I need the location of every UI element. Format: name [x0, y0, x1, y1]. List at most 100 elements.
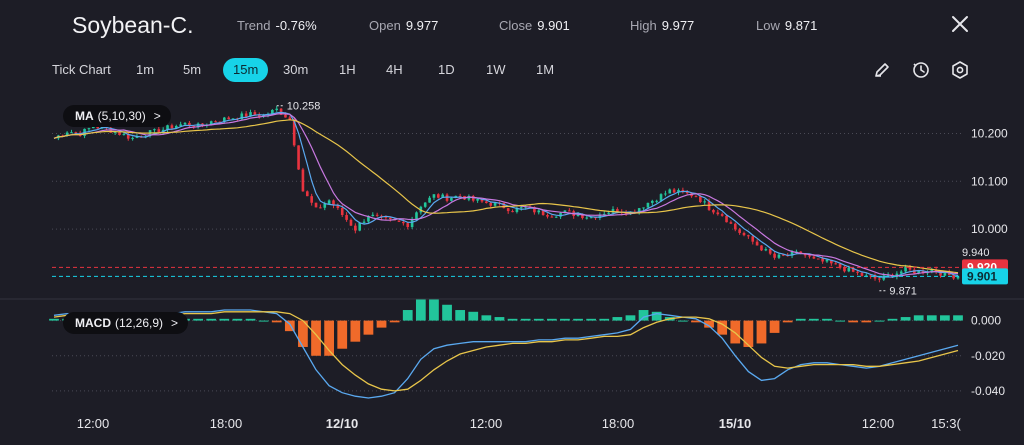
candle-body: [873, 276, 877, 279]
candle-body: [576, 214, 580, 216]
candle-body: [489, 202, 493, 206]
candle-body: [843, 267, 846, 272]
macd-indicator-pill[interactable]: MACD (12,26,9) >: [63, 312, 189, 334]
timeframe-1w[interactable]: 1W: [486, 62, 506, 77]
candle-body: [314, 202, 318, 208]
candle-body: [458, 195, 462, 197]
candle-body: [511, 211, 514, 213]
candle-body: [257, 114, 261, 117]
candle-body: [616, 209, 619, 213]
timeframe-1m[interactable]: 1m: [136, 62, 155, 77]
candle-body: [349, 219, 353, 226]
low-stat: Low 9.871: [756, 18, 817, 33]
candle-body: [297, 145, 300, 170]
candle-body: [157, 129, 161, 134]
timeframe-tick-chart[interactable]: Tick Chart: [52, 62, 111, 77]
candle-body: [825, 259, 829, 262]
candle-body: [367, 216, 370, 222]
candle-body: [91, 126, 95, 129]
candle-body: [310, 196, 313, 203]
candle-body: [87, 128, 91, 130]
candle-body: [607, 212, 610, 214]
macd-indicator-params: (12,26,9): [115, 316, 164, 330]
candle-body: [432, 194, 436, 198]
timeframe-5m[interactable]: 5m: [183, 62, 202, 77]
candle-body: [812, 256, 816, 259]
candle-body: [209, 121, 213, 125]
candle-body: [755, 241, 759, 246]
candle-body: [305, 191, 309, 197]
candle-body: [672, 189, 676, 193]
macd-indicator-name: MACD: [75, 316, 111, 330]
candle-body: [485, 201, 488, 203]
candle-body: [118, 131, 121, 135]
price-tag-label: 9.940: [962, 247, 990, 259]
macd-histogram-bar: [835, 320, 845, 322]
macd-histogram-bar: [245, 318, 256, 321]
candle-body: [830, 259, 833, 264]
macd-histogram-bar: [311, 320, 321, 356]
candle-body: [860, 272, 864, 276]
candle-body: [249, 112, 252, 117]
candle-body: [908, 266, 912, 270]
macd-histogram-bar: [337, 320, 348, 349]
candle-body: [371, 214, 375, 217]
timeframe-4h[interactable]: 4H: [386, 62, 403, 77]
time-axis-label: 12:00: [77, 416, 110, 431]
candle-body: [515, 207, 519, 212]
candle-body: [244, 113, 248, 117]
candle-body: [288, 117, 292, 120]
timeframe-15m[interactable]: 15m: [223, 58, 269, 82]
macd-histogram-bar: [520, 318, 531, 321]
candle-body: [126, 134, 130, 139]
candle-body: [358, 222, 362, 231]
candle-body: [799, 251, 803, 254]
candle-body: [467, 195, 471, 200]
close-icon[interactable]: [950, 14, 970, 34]
candle-body: [227, 117, 230, 120]
ma10-line: [53, 112, 959, 277]
candle-body: [563, 210, 567, 213]
candle-body: [917, 271, 921, 274]
timeframe-1d[interactable]: 1D: [438, 62, 455, 77]
timeframe-30m[interactable]: 30m: [283, 62, 309, 77]
candle-body: [747, 235, 750, 237]
candle-body: [336, 205, 340, 209]
candle-body: [506, 208, 510, 212]
macd-axis-label: 0.000: [971, 314, 1001, 328]
macd-histogram-bar: [232, 318, 243, 321]
high-label: High: [630, 18, 657, 33]
candle-body: [445, 194, 449, 201]
candle-body: [782, 254, 785, 256]
candle-body: [284, 114, 287, 118]
candle-body: [201, 123, 204, 126]
candle-body: [380, 215, 383, 217]
macd-histogram-bar: [298, 320, 308, 347]
settings-icon[interactable]: [950, 60, 970, 80]
macd-histogram-bar: [402, 310, 413, 321]
candle-body: [428, 197, 431, 203]
candle-body: [388, 217, 392, 220]
candle-body: [952, 275, 955, 279]
candle-body: [415, 212, 418, 219]
macd-histogram-bar: [913, 315, 924, 321]
candle-body: [559, 212, 562, 217]
timeframe-1h[interactable]: 1H: [339, 62, 356, 77]
macd-histogram-bar: [560, 318, 570, 321]
macd-histogram-bar: [415, 299, 426, 321]
pencil-icon[interactable]: [872, 60, 892, 80]
macd-histogram-bar: [887, 318, 898, 321]
candle-body: [541, 210, 545, 216]
open-stat: Open 9.977: [369, 18, 438, 33]
candle-body: [733, 223, 737, 230]
candle-body: [275, 108, 279, 110]
clock-icon[interactable]: [911, 60, 931, 80]
ma-indicator-pill[interactable]: MA (5,10,30) >: [63, 105, 171, 127]
candle-body: [240, 113, 244, 120]
macd-histogram-bar: [861, 320, 872, 323]
candle-body: [847, 267, 851, 272]
candle-body: [637, 208, 641, 213]
candle-body: [646, 202, 650, 208]
timeframe-1m-month[interactable]: 1M: [536, 62, 555, 77]
